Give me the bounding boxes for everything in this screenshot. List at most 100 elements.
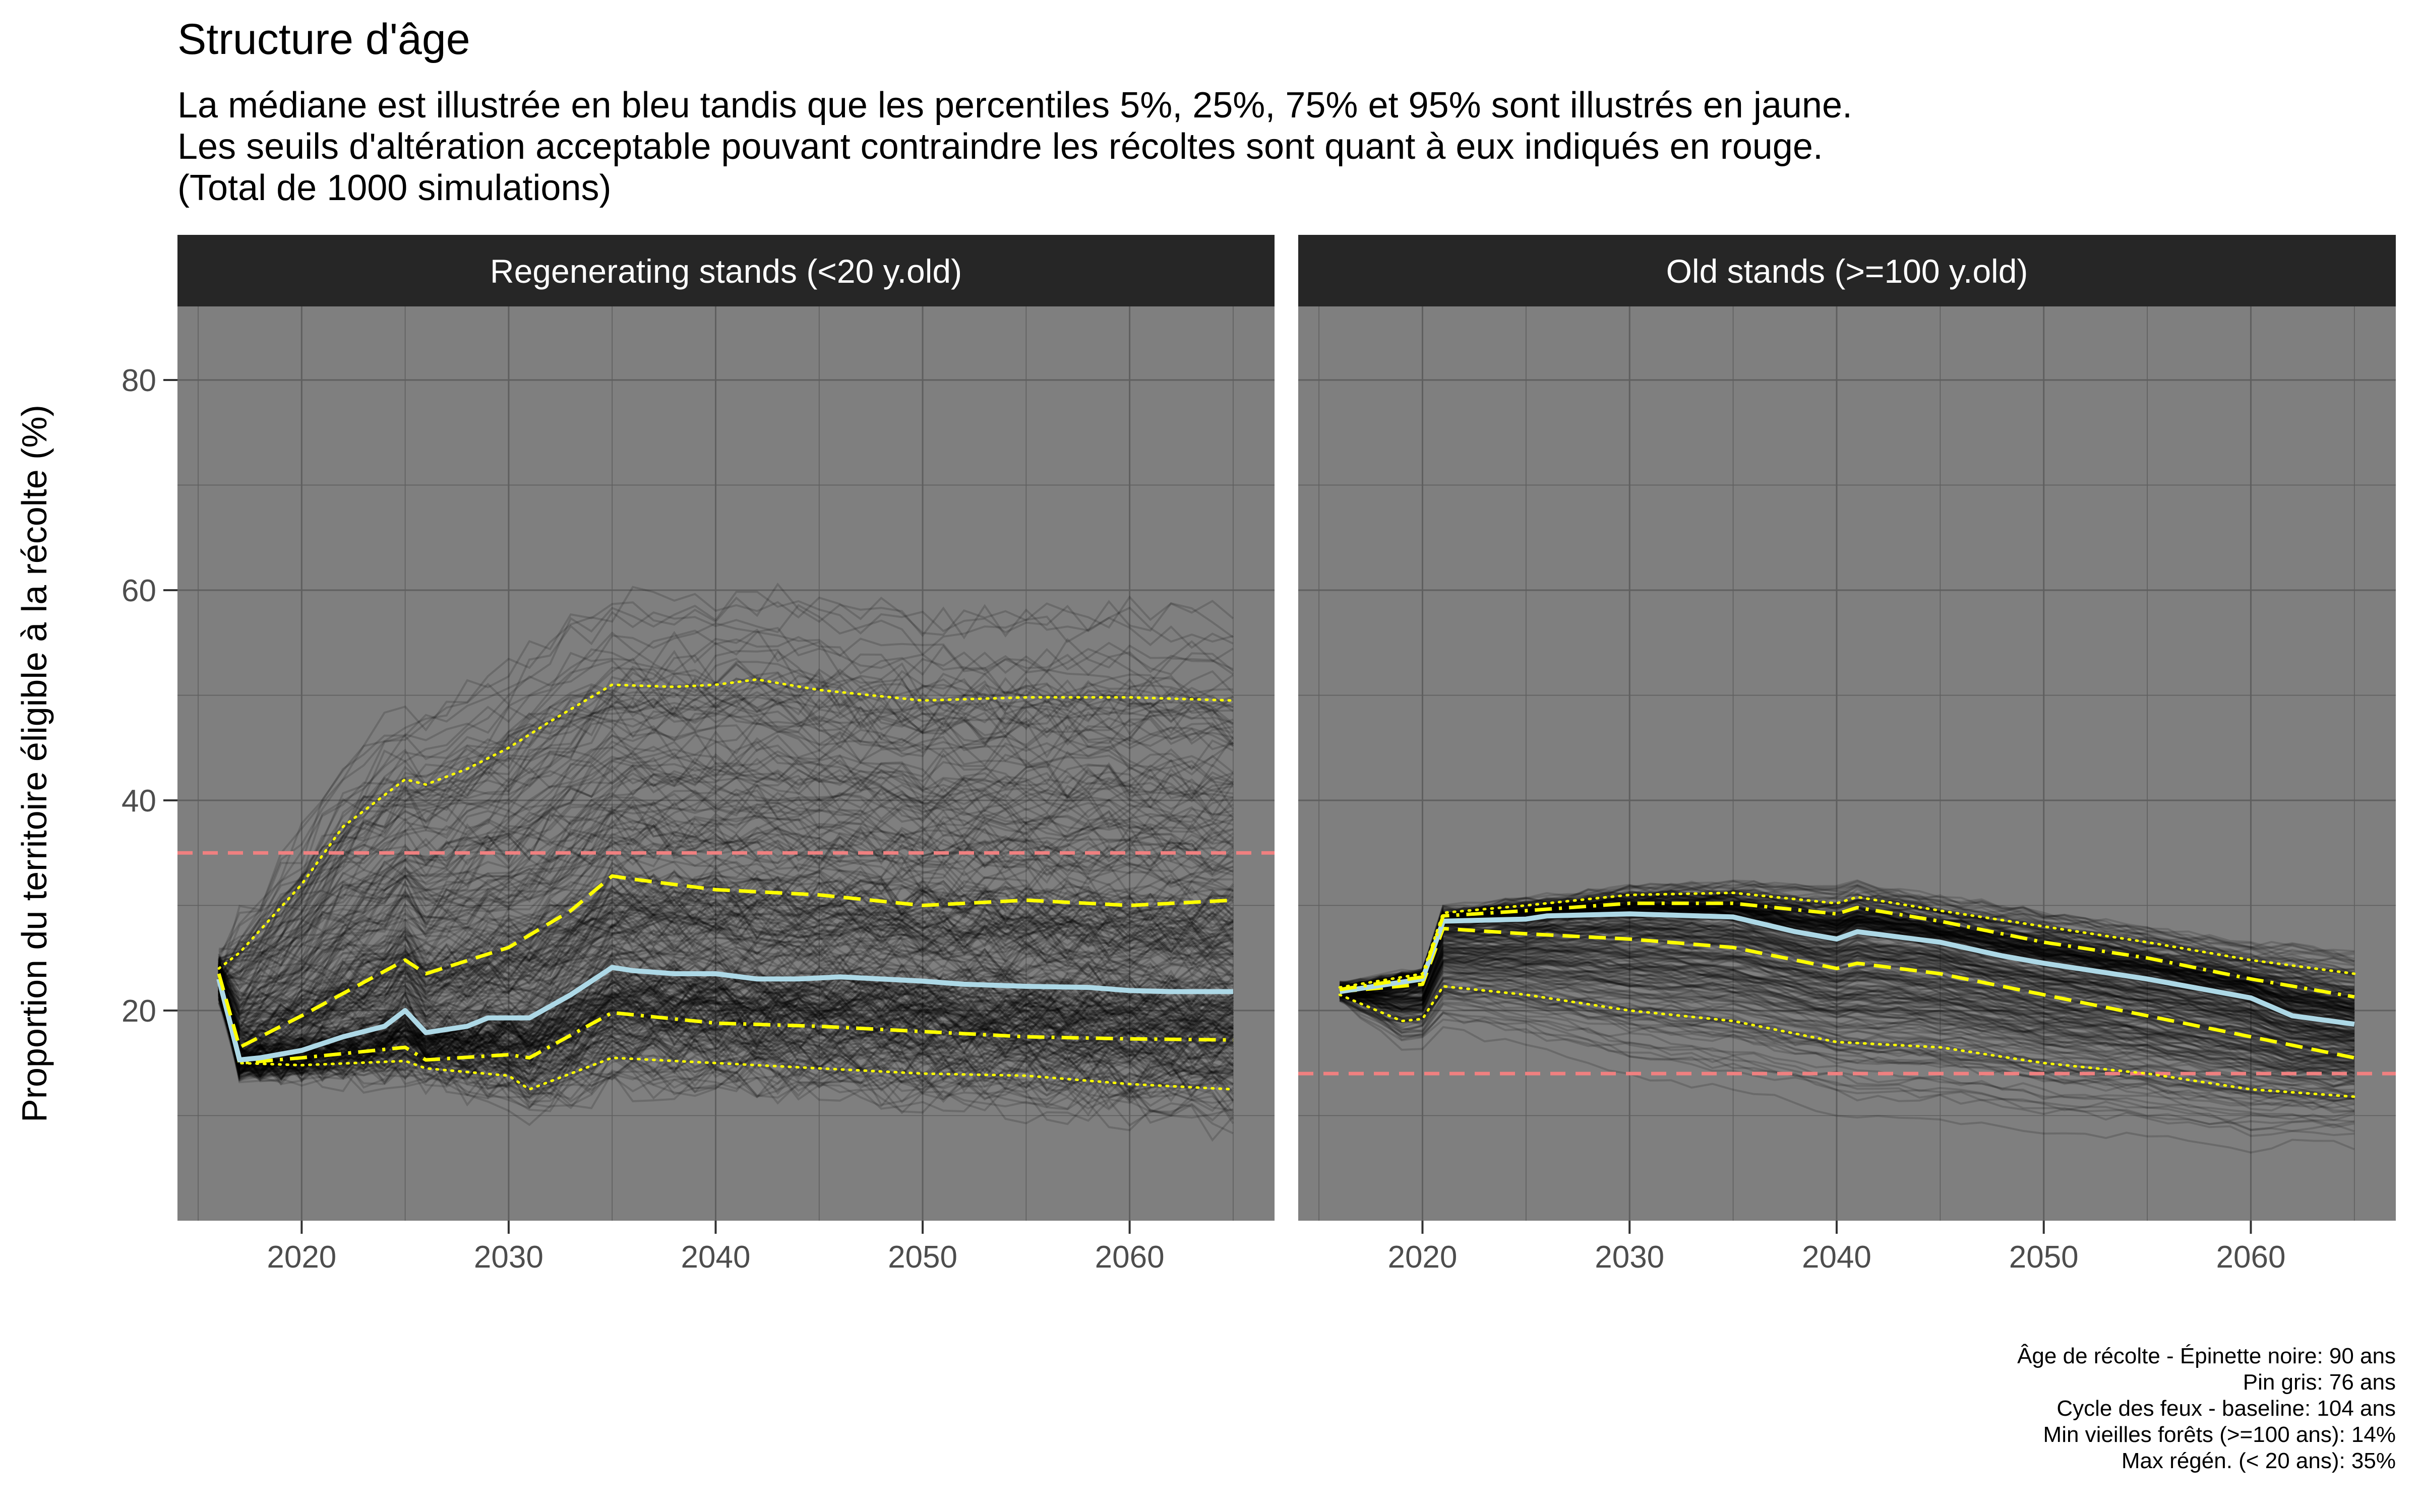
simulation-line xyxy=(218,914,1234,1063)
simulation-line xyxy=(218,805,1234,1011)
simulation-line xyxy=(218,892,1234,1049)
simulation-line xyxy=(1339,923,2355,1038)
simulation-line xyxy=(1339,901,2355,1002)
simulation-line xyxy=(218,897,1234,1042)
simulation-line xyxy=(218,750,1234,980)
simulation-line xyxy=(1339,902,2354,1002)
simulation-line xyxy=(218,976,1234,1078)
simulation-line xyxy=(1339,928,2355,1041)
simulation-line xyxy=(218,930,1234,1065)
simulation-line xyxy=(1340,924,2355,1040)
simulation-line xyxy=(218,990,1234,1077)
simulation-line xyxy=(1339,966,2354,1076)
simulation-line xyxy=(218,777,1234,1011)
simulation-line xyxy=(218,986,1234,1102)
simulation-line xyxy=(218,902,1233,1058)
simulation-line xyxy=(218,969,1234,1092)
simulation-line xyxy=(218,990,1234,1115)
simulation-line xyxy=(1339,960,2355,1074)
simulation-line xyxy=(218,718,1234,982)
facet-panel: Regenerating stands (<20 y.old) 2020 2030 2… xyxy=(177,235,1275,1275)
simulation-line xyxy=(1339,962,2355,1078)
simulation-line xyxy=(218,853,1234,1038)
simulation-line xyxy=(218,977,1234,1067)
simulation-line xyxy=(218,906,1234,1051)
simulation-line xyxy=(218,795,1234,1017)
chart-title: Structure d'âge xyxy=(177,15,470,64)
simulation-line xyxy=(218,971,1234,1065)
simulation-line xyxy=(218,760,1234,988)
simulation-line xyxy=(1339,927,2355,1043)
simulation-line xyxy=(218,983,1234,1068)
simulation-line xyxy=(218,724,1234,962)
simulation-line xyxy=(218,970,1234,1076)
simulation-line xyxy=(218,691,1234,976)
simulation-line xyxy=(218,989,1234,1083)
simulation-line xyxy=(218,793,1234,1015)
simulation-line xyxy=(218,923,1234,1058)
simulation-line xyxy=(218,928,1234,1061)
simulation-line xyxy=(218,983,1234,1075)
simulation-line xyxy=(218,852,1234,1039)
simulation-line xyxy=(218,956,1234,1063)
simulation-line xyxy=(218,684,1234,968)
simulation-line xyxy=(1340,955,2355,1070)
simulation-line xyxy=(218,976,1234,1074)
simulation-line xyxy=(1339,996,2355,1112)
simulation-line xyxy=(218,993,1234,1122)
simulation-line xyxy=(218,987,1234,1095)
simulation-line xyxy=(1339,977,2355,1095)
simulation-line xyxy=(218,953,1234,1062)
caption-line: Min vieilles forêts (>=100 ans): 14% xyxy=(2043,1422,2396,1447)
simulation-line xyxy=(218,884,1234,1039)
simulation-line xyxy=(1340,943,2355,1054)
simulation-line xyxy=(1339,922,2354,1035)
simulation-line xyxy=(218,862,1234,1026)
simulation-line xyxy=(1339,930,2354,1039)
simulation-line xyxy=(1339,988,2355,1105)
simulation-line xyxy=(1339,982,2355,1101)
simulation-line xyxy=(1339,971,2355,1086)
simulation-line xyxy=(1340,986,2354,1098)
simulation-line xyxy=(218,903,1234,1050)
median-line xyxy=(216,965,1233,1062)
simulation-line xyxy=(1339,943,2355,1054)
simulation-line xyxy=(1339,893,2355,986)
simulation-line xyxy=(218,969,1234,1078)
simulation-line xyxy=(218,989,1234,1114)
simulation-line xyxy=(1340,901,2354,1006)
simulation-line xyxy=(218,880,1234,1027)
simulation-line xyxy=(1339,954,2355,1068)
simulation-line xyxy=(218,970,1234,1120)
simulation-line xyxy=(218,852,1234,1020)
simulation-line xyxy=(1340,937,2355,1048)
facet-strip xyxy=(177,235,1275,306)
simulation-line xyxy=(1340,933,2355,1043)
simulation-line xyxy=(1339,890,2355,993)
simulation-line xyxy=(218,650,1233,985)
simulation-line xyxy=(1339,943,2354,1056)
simulation-line xyxy=(1339,906,2355,1020)
simulation-line xyxy=(1339,880,2355,986)
simulation-line xyxy=(218,967,1234,1086)
simulation-line xyxy=(218,986,1234,1072)
simulation-line xyxy=(218,672,1234,960)
simulation-line xyxy=(1339,988,2355,1103)
simulation-line xyxy=(218,998,1234,1085)
simulation-line xyxy=(218,921,1234,1053)
simulation-line xyxy=(1339,920,2354,1034)
x-tick-label: 2040 xyxy=(681,1240,751,1275)
simulation-line xyxy=(1339,1000,2354,1123)
simulation-line xyxy=(218,985,1234,1098)
simulation-line xyxy=(1340,889,2355,990)
simulation-line xyxy=(1339,994,2354,1112)
simulation-line xyxy=(1340,879,2355,986)
simulation-line xyxy=(218,980,1234,1079)
simulation-line xyxy=(218,586,1234,982)
chart: Proportion du territoire éligible à la r… xyxy=(15,235,2396,1275)
simulation-line xyxy=(1340,975,2354,1087)
simulation-line xyxy=(1339,920,2355,1037)
simulation-line xyxy=(1339,961,2355,1071)
simulation-line xyxy=(218,966,1234,1080)
simulation-line xyxy=(218,948,1234,1062)
